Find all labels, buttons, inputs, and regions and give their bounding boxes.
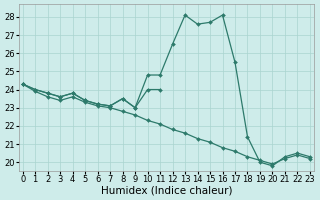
X-axis label: Humidex (Indice chaleur): Humidex (Indice chaleur) [100, 186, 232, 196]
